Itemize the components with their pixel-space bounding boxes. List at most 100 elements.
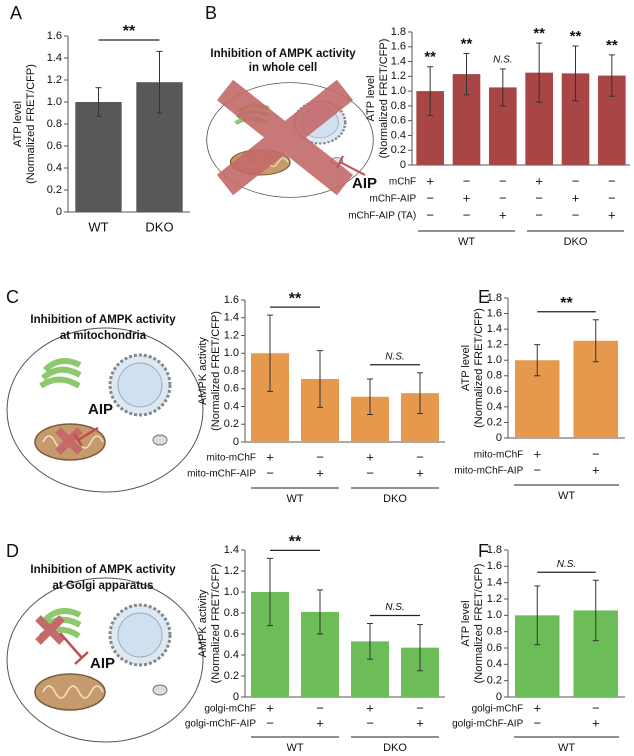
- condition-sign: −: [592, 700, 600, 715]
- condition-sign: −: [463, 207, 471, 222]
- condition-sign: −: [416, 449, 424, 464]
- diagram-title: Inhibition of AMPK activity: [30, 564, 176, 576]
- condition-sign: −: [416, 700, 424, 715]
- significance-label: **: [289, 290, 302, 307]
- condition-sign: −: [592, 446, 600, 461]
- x-tick-label: WT: [88, 219, 108, 234]
- y-tick-label: 1.6: [487, 560, 502, 572]
- y-tick-label: 1.2: [224, 329, 239, 341]
- y-tick-label: 1.6: [391, 41, 406, 53]
- y-tick-label: 0: [233, 691, 239, 703]
- y-tick-label: 1.0: [487, 609, 502, 621]
- condition-sign: +: [366, 449, 374, 464]
- y-tick-label: 1.6: [224, 294, 239, 306]
- y-axis-label: (Normalized FRET/CFP): [210, 564, 222, 684]
- condition-sign: −: [499, 173, 507, 188]
- y-tick-label: 1.2: [224, 565, 239, 577]
- condition-sign: −: [426, 190, 434, 205]
- panel-letter: F: [478, 541, 489, 561]
- condition-label: golgi-mChF: [472, 704, 524, 715]
- condition-sign: +: [266, 700, 274, 715]
- group-label: DKO: [564, 236, 588, 248]
- condition-sign: +: [366, 700, 374, 715]
- group-label: WT: [286, 493, 303, 505]
- condition-sign: −: [535, 190, 543, 205]
- condition-sign: −: [572, 173, 580, 188]
- panel-letter: C: [6, 287, 19, 307]
- condition-label: golgi-mChF: [204, 704, 256, 715]
- y-tick-label: 1.4: [224, 544, 239, 556]
- group-label: DKO: [383, 493, 407, 505]
- diagram-title: Inhibition of AMPK activity: [210, 48, 356, 60]
- y-axis-label: AMPK activity: [197, 337, 209, 405]
- y-axis-label: (Normalized FRET/CFP): [473, 308, 485, 428]
- y-tick-label: 0.4: [224, 649, 239, 661]
- condition-sign: +: [463, 190, 471, 205]
- condition-sign: −: [463, 173, 471, 188]
- significance-label: N.S.: [557, 559, 576, 570]
- y-tick-label: 0.4: [224, 400, 239, 412]
- significance-label: N.S.: [493, 55, 512, 66]
- condition-sign: −: [366, 465, 374, 480]
- condition-sign: +: [316, 465, 324, 480]
- significance-label: **: [424, 49, 436, 66]
- condition-sign: −: [366, 715, 374, 730]
- y-axis-label: AMPK activity: [197, 589, 209, 657]
- diagram-label: AIP: [88, 401, 113, 418]
- y-tick-label: 0: [496, 691, 502, 703]
- significance-label: N.S.: [385, 602, 404, 613]
- y-tick-label: 1.4: [391, 55, 406, 67]
- group-label: DKO: [383, 742, 407, 754]
- y-tick-label: 1.2: [391, 70, 406, 82]
- condition-sign: −: [499, 190, 507, 205]
- y-axis-label: (Normalized FRET/CFP): [25, 64, 37, 184]
- y-tick-label: 0.4: [487, 658, 502, 670]
- y-axis-label: ATP level: [460, 600, 472, 646]
- condition-sign: +: [499, 207, 507, 222]
- condition-sign: +: [572, 190, 580, 205]
- condition-label: mChF-AIP (TA): [348, 211, 416, 222]
- condition-sign: +: [416, 715, 424, 730]
- significance-label: N.S.: [385, 351, 404, 362]
- y-tick-label: 0.4: [391, 129, 406, 141]
- condition-sign: +: [416, 465, 424, 480]
- condition-sign: +: [316, 715, 324, 730]
- condition-sign: −: [535, 207, 543, 222]
- y-axis-label: ATP level: [12, 101, 24, 147]
- condition-sign: −: [533, 462, 541, 477]
- condition-label: mChF: [389, 177, 416, 188]
- inhibitor-cross: [35, 615, 65, 645]
- y-tick-label: 0: [496, 432, 502, 444]
- y-tick-label: 1.4: [487, 323, 502, 335]
- group-label: WT: [558, 490, 575, 502]
- y-tick-label: 0.2: [224, 418, 239, 430]
- y-tick-label: 0.4: [47, 162, 62, 174]
- significance-label: **: [123, 23, 136, 40]
- y-tick-label: 1.6: [47, 30, 62, 42]
- condition-sign: +: [533, 446, 541, 461]
- condition-sign: +: [533, 700, 541, 715]
- y-tick-label: 0.8: [391, 100, 406, 112]
- condition-sign: −: [266, 715, 274, 730]
- condition-sign: −: [608, 173, 616, 188]
- x-tick-label: DKO: [145, 219, 173, 234]
- significance-label: **: [289, 534, 302, 551]
- condition-sign: −: [426, 207, 434, 222]
- y-tick-label: 0.6: [391, 115, 406, 127]
- y-tick-label: 1.0: [224, 347, 239, 359]
- condition-sign: −: [316, 449, 324, 464]
- diagram-title: in whole cell: [249, 62, 317, 74]
- panel-letter: E: [478, 287, 490, 307]
- y-tick-label: 1.0: [391, 85, 406, 97]
- y-tick-label: 0.8: [487, 370, 502, 382]
- y-tick-label: 0.2: [391, 144, 406, 156]
- condition-sign: +: [535, 173, 543, 188]
- condition-sign: −: [572, 207, 580, 222]
- y-tick-label: 0.2: [487, 675, 502, 687]
- y-tick-label: 0.2: [224, 670, 239, 682]
- condition-sign: −: [266, 465, 274, 480]
- inhibitor-cross: [216, 79, 354, 196]
- group-label: WT: [286, 742, 303, 754]
- inhibitor-cross: [55, 427, 83, 455]
